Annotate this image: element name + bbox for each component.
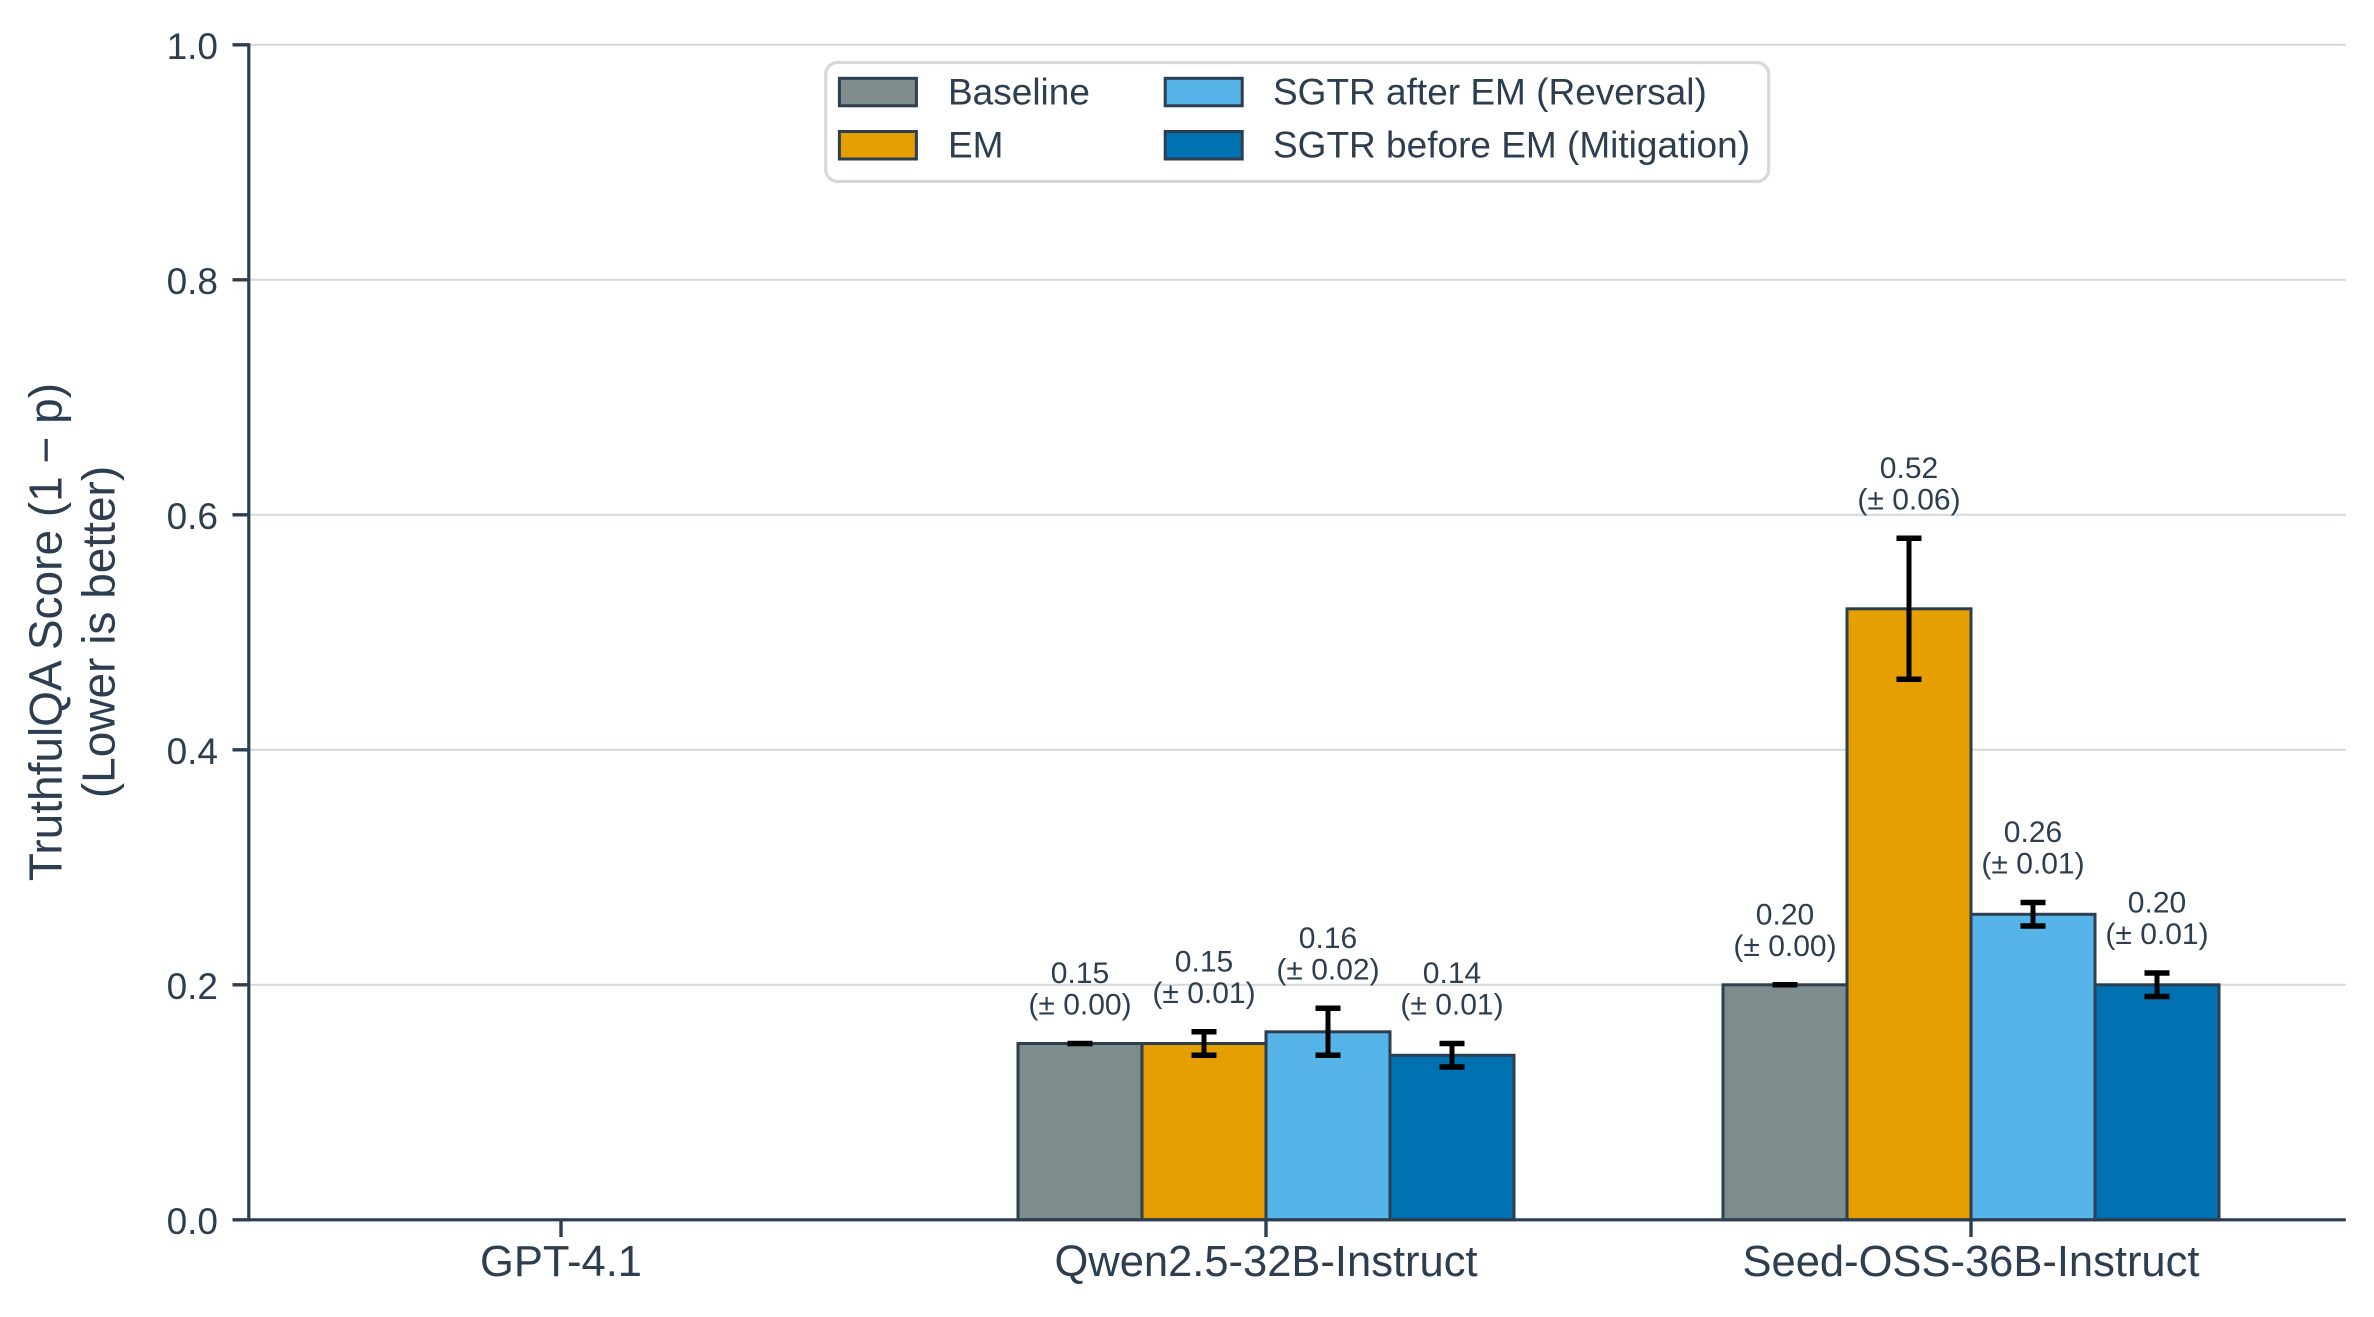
svg-text:(± 0.00): (± 0.00) [1733,930,1836,963]
svg-text:Seed-OSS-36B-Instruct: Seed-OSS-36B-Instruct [1743,1238,2200,1286]
svg-text:Baseline: Baseline [948,72,1090,113]
svg-text:(Lower is better): (Lower is better) [73,466,125,798]
svg-text:0.26: 0.26 [2004,816,2062,849]
svg-text:(± 0.02): (± 0.02) [1276,953,1379,986]
svg-text:0.20: 0.20 [2128,887,2186,920]
svg-text:0.52: 0.52 [1880,452,1938,485]
svg-text:SGTR before EM (Mitigation): SGTR before EM (Mitigation) [1273,125,1750,166]
svg-text:0.2: 0.2 [167,966,218,1007]
svg-text:Qwen2.5-32B-Instruct: Qwen2.5-32B-Instruct [1054,1238,1477,1286]
svg-text:EM: EM [948,125,1004,166]
svg-text:(± 0.00): (± 0.00) [1028,989,1131,1022]
svg-text:0.15: 0.15 [1051,957,1109,990]
svg-text:0.4: 0.4 [167,731,218,772]
svg-text:0.14: 0.14 [1423,957,1481,990]
svg-text:0.0: 0.0 [167,1201,218,1242]
svg-text:0.6: 0.6 [167,496,218,537]
svg-text:0.16: 0.16 [1299,922,1357,955]
svg-text:SGTR after EM (Reversal): SGTR after EM (Reversal) [1273,72,1707,113]
svg-text:0.15: 0.15 [1175,945,1233,978]
svg-text:1.0: 1.0 [167,26,218,67]
svg-text:(± 0.01): (± 0.01) [1400,989,1503,1022]
svg-text:(± 0.01): (± 0.01) [1981,848,2084,881]
svg-text:(± 0.01): (± 0.01) [1152,977,1255,1010]
svg-text:(± 0.01): (± 0.01) [2105,918,2208,951]
svg-text:0.20: 0.20 [1756,898,1814,931]
svg-text:(± 0.06): (± 0.06) [1857,483,1960,516]
svg-text:GPT-4.1: GPT-4.1 [480,1238,642,1286]
svg-text:TruthfulQA Score (1 − p): TruthfulQA Score (1 − p) [20,383,72,881]
svg-text:0.8: 0.8 [167,261,218,302]
